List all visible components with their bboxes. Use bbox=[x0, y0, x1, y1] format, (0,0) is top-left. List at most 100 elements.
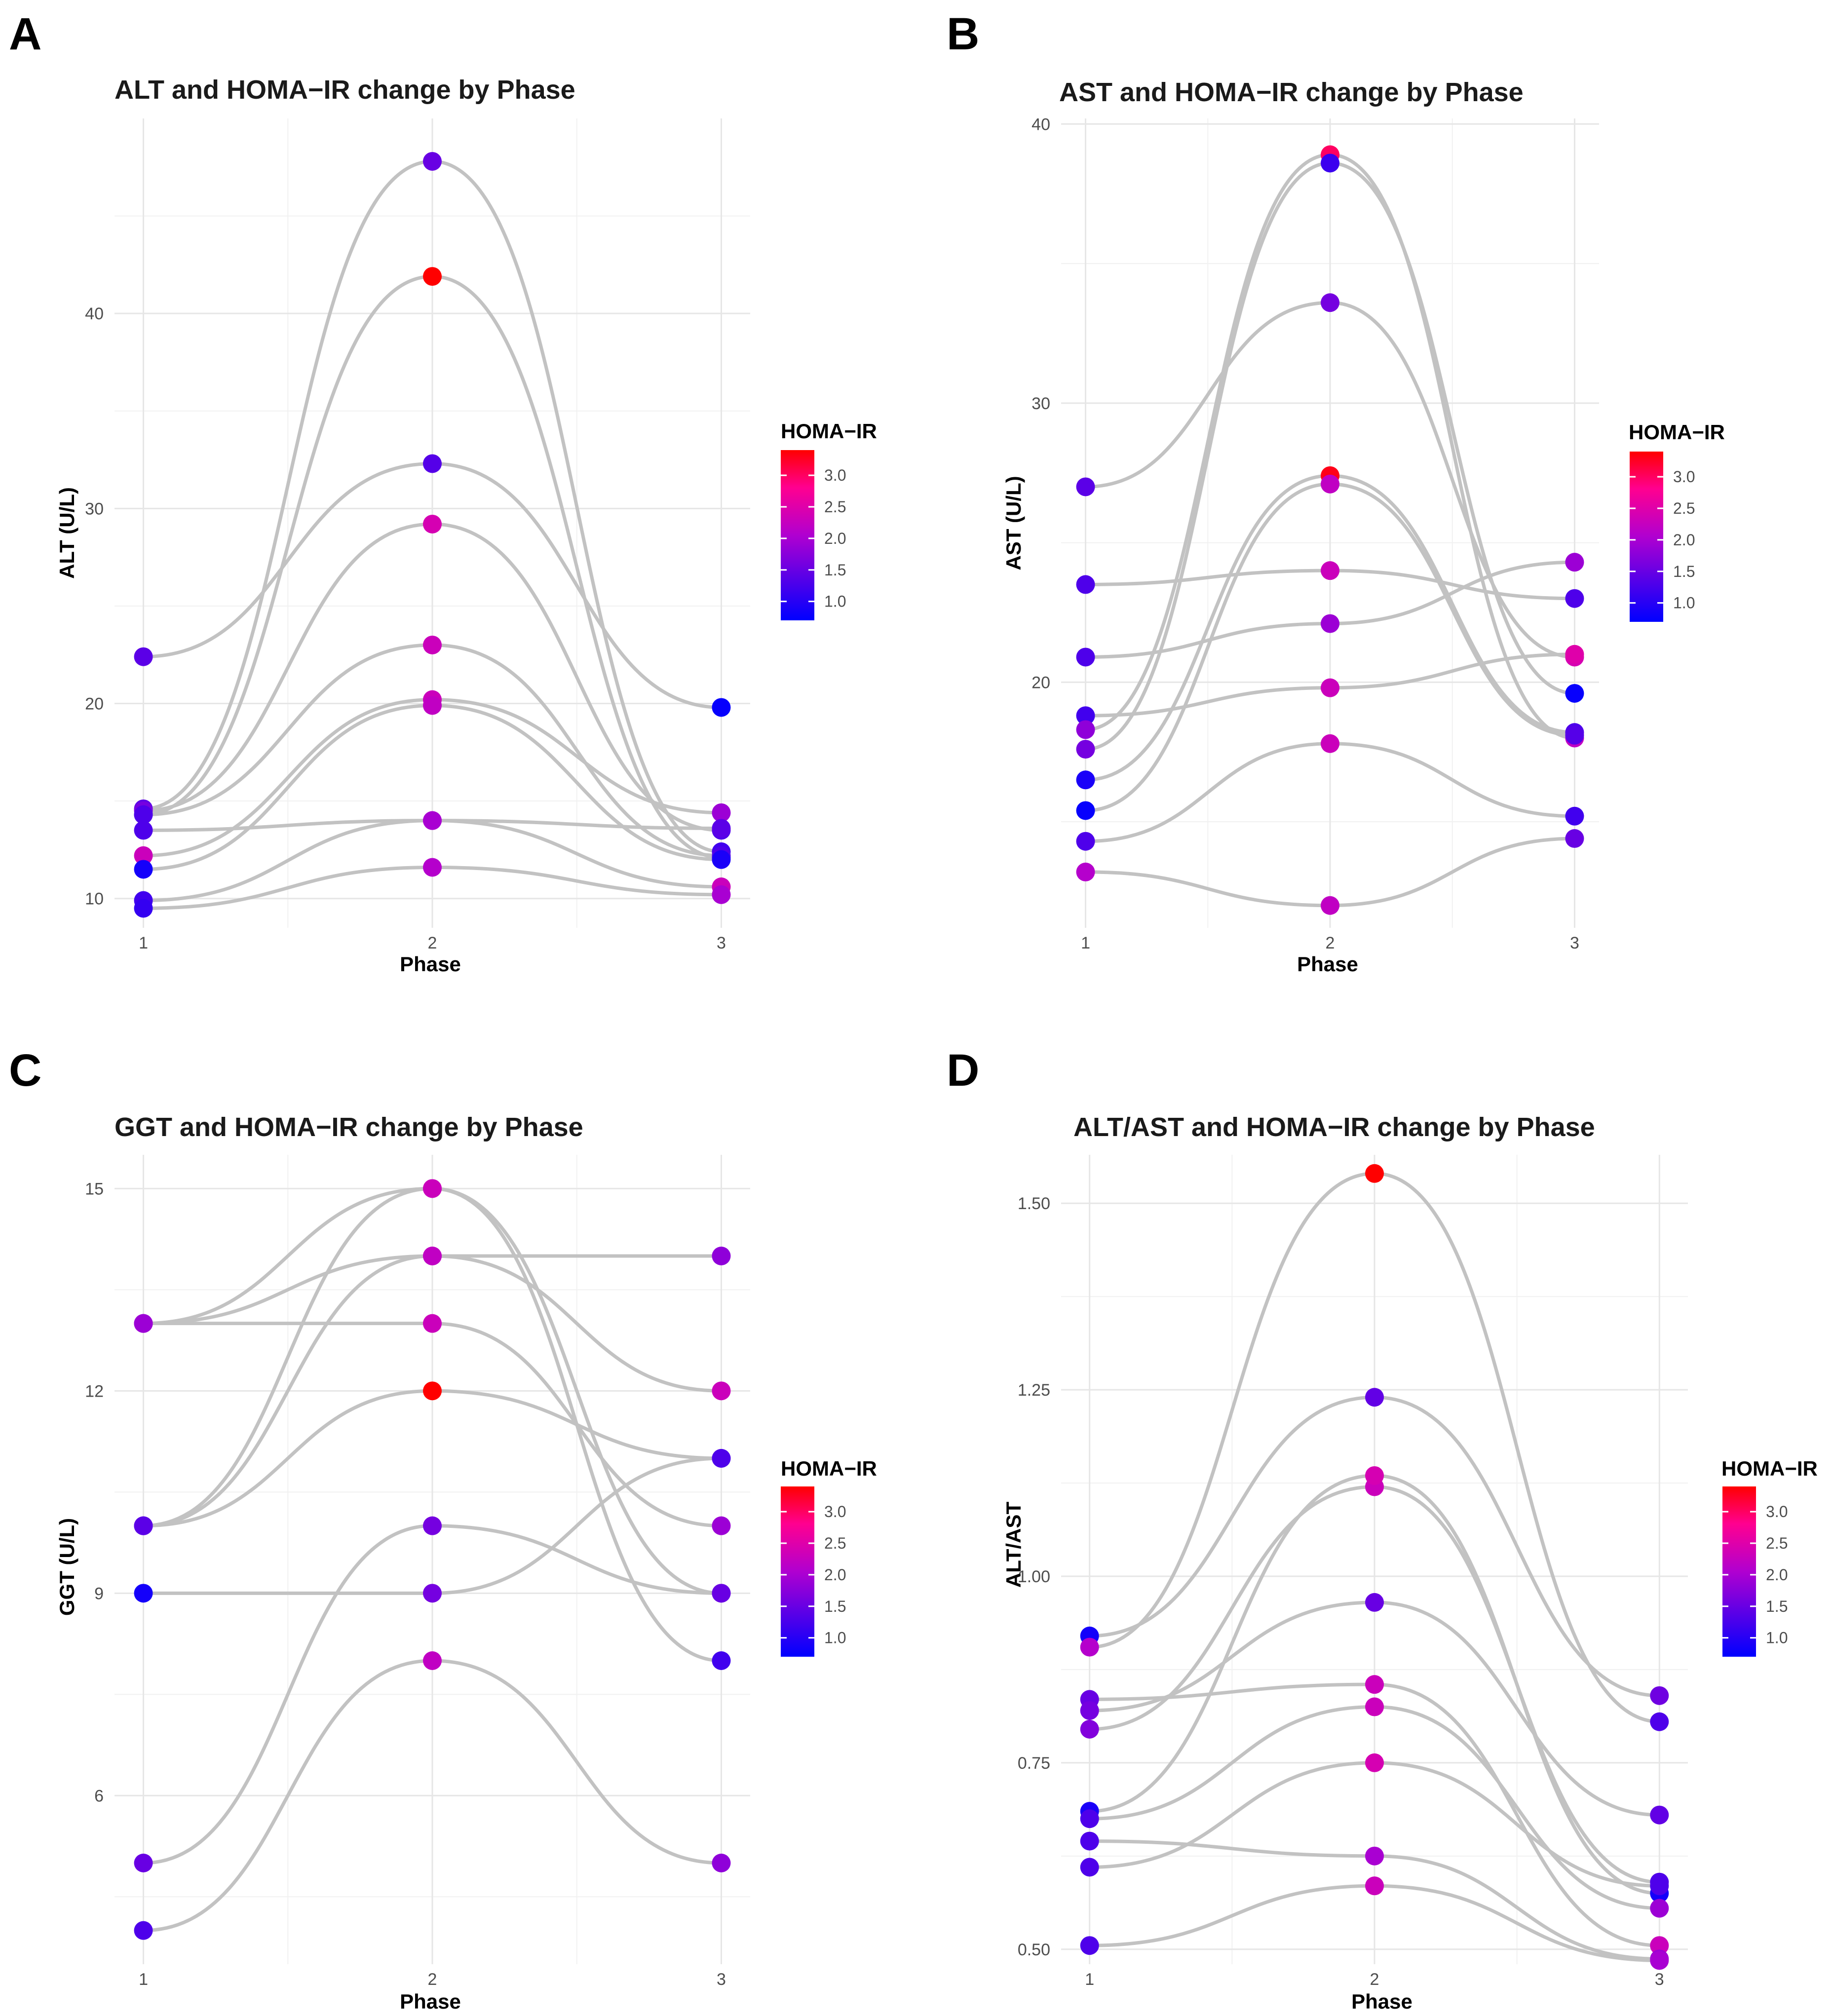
panel-a: A ALT and HOMA−IR change by Phase 10 20 30… bbox=[9, 9, 877, 976]
panel-d-data-point bbox=[1650, 1951, 1669, 1970]
panel-a-legend-tick-label: 1.0 bbox=[824, 593, 846, 610]
panel-d-legend-tick-label: 2.0 bbox=[1766, 1566, 1788, 1584]
panel-a-data-point bbox=[423, 514, 442, 533]
panel-d-x-tick-label: 2 bbox=[1370, 1970, 1379, 1989]
panel-b-legend-title: HOMA−IR bbox=[1629, 420, 1725, 444]
panel-a-data-point bbox=[712, 885, 731, 904]
panel-d-data-point bbox=[1650, 1712, 1669, 1731]
panel-d-data-point bbox=[1365, 1164, 1384, 1183]
panel-a-x-axis-label: Phase bbox=[400, 952, 461, 976]
panel-a-data-point bbox=[423, 858, 442, 877]
panel-d-data-point bbox=[1365, 1876, 1384, 1896]
panel-a-legend-tick-label: 2.5 bbox=[824, 498, 846, 516]
panel-a-y-tick-label: 30 bbox=[85, 499, 104, 518]
panel-c-data-point bbox=[712, 1854, 731, 1872]
panel-a-legend-tick-label: 3.0 bbox=[824, 466, 846, 484]
panel-c-x-tick-label: 3 bbox=[717, 1970, 726, 1989]
panel-d-data-point bbox=[1080, 1637, 1099, 1657]
panel-d-data-point bbox=[1365, 1753, 1384, 1772]
panel-b-data-point bbox=[1565, 684, 1584, 703]
panel-b-data-point bbox=[1321, 896, 1339, 915]
panel-b-data-point bbox=[1076, 720, 1095, 739]
panel-letter-b: B bbox=[947, 9, 979, 59]
panel-b-data-point bbox=[1076, 647, 1095, 667]
panel-c-data-point bbox=[134, 1921, 153, 1940]
panel-b-colorbar bbox=[1630, 452, 1663, 622]
panel-d: D ALT/AST and HOMA−IR change by Phase 0.… bbox=[947, 1045, 1818, 2013]
panel-d-data-point bbox=[1365, 1675, 1384, 1694]
panel-a-data-point bbox=[423, 152, 442, 171]
panel-c-series-line bbox=[143, 1186, 722, 1663]
panel-letter-c: C bbox=[9, 1045, 41, 1096]
panel-b: B AST and HOMA−IR change by Phase 20 30 40… bbox=[947, 9, 1725, 976]
panel-c-data-point bbox=[712, 1516, 731, 1535]
panel-d-data-point bbox=[1365, 1697, 1384, 1716]
panel-a-data-point bbox=[712, 698, 731, 717]
panel-c-data-point bbox=[134, 1516, 153, 1535]
panel-b-x-axis-label: Phase bbox=[1297, 952, 1358, 976]
panel-d-legend-title: HOMA−IR bbox=[1721, 1457, 1818, 1480]
panel-d-data-point bbox=[1650, 1936, 1669, 1955]
panel-a-data-point bbox=[423, 811, 442, 830]
panel-a-y-tick-label: 20 bbox=[85, 695, 104, 714]
panel-b-x-tick-label: 1 bbox=[1081, 934, 1090, 952]
panel-d-data-point bbox=[1650, 1686, 1669, 1705]
panel-c-y-tick-label: 6 bbox=[94, 1787, 104, 1805]
panel-c-y-tick-label: 15 bbox=[85, 1179, 104, 1198]
panel-c-data-point bbox=[423, 1651, 442, 1670]
panel-c-x-tick-label: 1 bbox=[139, 1970, 148, 1989]
panel-b-legend-tick-label: 2.5 bbox=[1673, 499, 1695, 517]
panel-c-legend-tick-label: 1.5 bbox=[824, 1598, 846, 1615]
panel-a-data-point bbox=[134, 860, 153, 879]
panel-a-data-point bbox=[134, 805, 153, 824]
panel-a-legend-title: HOMA−IR bbox=[781, 419, 877, 443]
panel-d-data-point bbox=[1365, 1846, 1384, 1865]
panel-c-legend-tick-label: 3.0 bbox=[824, 1503, 846, 1521]
panel-b-data-point bbox=[1565, 725, 1584, 745]
panel-d-y-tick-label: 0.75 bbox=[1018, 1754, 1050, 1773]
panel-a-plot: 10 20 30 40 1 2 3 bbox=[85, 118, 750, 952]
panel-b-x-tick-label: 2 bbox=[1326, 934, 1335, 952]
panel-b-legend-tick-label: 2.0 bbox=[1673, 531, 1695, 549]
panel-d-y-tick-label: 1.25 bbox=[1018, 1381, 1050, 1400]
panel-d-plot: 0.50 0.75 1.00 1.25 1.50 1 2 3 bbox=[1018, 1155, 1688, 1989]
panel-d-data-point bbox=[1365, 1466, 1384, 1485]
panel-b-legend-tick-label: 3.0 bbox=[1673, 468, 1695, 486]
panel-b-legend-tick-label: 1.0 bbox=[1673, 594, 1695, 612]
panel-c-x-axis-label: Phase bbox=[400, 1990, 461, 2013]
panel-c-series-line bbox=[143, 1254, 722, 1528]
panel-d-series-line bbox=[1089, 1682, 1660, 1947]
panel-c-data-point bbox=[423, 1381, 442, 1401]
panel-b-data-point bbox=[1321, 153, 1339, 173]
panel-b-y-tick-label: 20 bbox=[1031, 673, 1050, 692]
panel-d-x-tick-label: 3 bbox=[1655, 1970, 1664, 1989]
panel-b-data-point bbox=[1076, 706, 1095, 725]
panel-b-data-point bbox=[1076, 575, 1095, 594]
panel-c-data-point bbox=[134, 1854, 153, 1872]
panel-d-y-axis-label: ALT/AST bbox=[1002, 1502, 1025, 1588]
panel-d-y-tick-label: 0.50 bbox=[1018, 1940, 1050, 1959]
panel-c: C GGT and HOMA−IR change by Phase 691215… bbox=[9, 1045, 877, 2013]
panel-c-series-line bbox=[143, 1524, 722, 1865]
panel-b-data-point bbox=[1321, 614, 1339, 633]
panel-a-data-point bbox=[423, 267, 442, 286]
panel-b-data-point bbox=[1321, 678, 1339, 697]
panel-a-legend-tick-label: 2.0 bbox=[824, 530, 846, 547]
panel-d-legend-tick-label: 1.0 bbox=[1766, 1629, 1788, 1647]
panel-d-data-point bbox=[1080, 1701, 1099, 1720]
panel-c-data-point bbox=[712, 1381, 731, 1401]
panel-c-legend-tick-label: 2.0 bbox=[824, 1566, 846, 1584]
panel-a-data-point bbox=[712, 803, 731, 822]
panel-b-data-point bbox=[1076, 832, 1095, 851]
panel-b-legend-tick-label: 1.5 bbox=[1673, 563, 1695, 580]
panel-c-data-point bbox=[423, 1516, 442, 1535]
panel-b-data-point bbox=[1565, 645, 1584, 664]
panel-d-series-line bbox=[1089, 1485, 1660, 1884]
panel-c-legend-tick-label: 2.5 bbox=[824, 1534, 846, 1552]
panel-d-y-tick-label: 1.50 bbox=[1018, 1194, 1050, 1213]
panel-a-x-tick-label: 3 bbox=[717, 934, 726, 952]
panel-a-data-point bbox=[134, 647, 153, 666]
panel-c-data-point bbox=[423, 1584, 442, 1603]
panel-a-data-point bbox=[423, 696, 442, 715]
